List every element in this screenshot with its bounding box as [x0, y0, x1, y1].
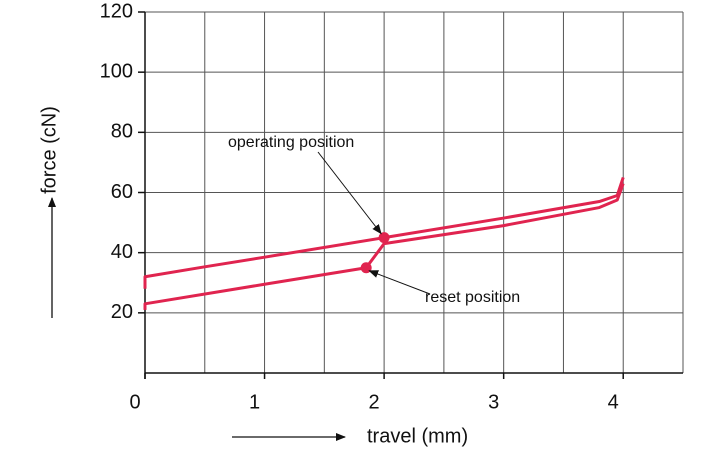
y-tick-label: 100 [100, 60, 133, 82]
x-tick-label: 3 [488, 391, 499, 413]
x-tick-label: 4 [608, 391, 619, 413]
y-tick-label: 20 [111, 301, 133, 323]
line [143, 182, 625, 310]
annotation-arrow [368, 270, 431, 295]
x-tick-label: 1 [249, 391, 260, 413]
x-tick-label: 0 [129, 391, 140, 413]
y-tick-label: 80 [111, 121, 133, 143]
annotation: operating position [228, 134, 354, 151]
x-axis-label: travel (mm) [367, 425, 468, 447]
point [378, 232, 390, 244]
x-tick-label: 2 [369, 391, 380, 413]
y-tick-label: 40 [111, 241, 133, 263]
y-axis-label: force (cN) [38, 106, 60, 194]
y-tick-label: 120 [100, 0, 133, 22]
annotation: reset position [425, 289, 520, 306]
annotation-arrow [317, 151, 382, 235]
y-tick-label: 60 [111, 181, 133, 203]
plot: operating position reset position [143, 134, 625, 310]
grid: 20 40 60 80 100 120 0 1 2 3 4 [100, 0, 684, 413]
